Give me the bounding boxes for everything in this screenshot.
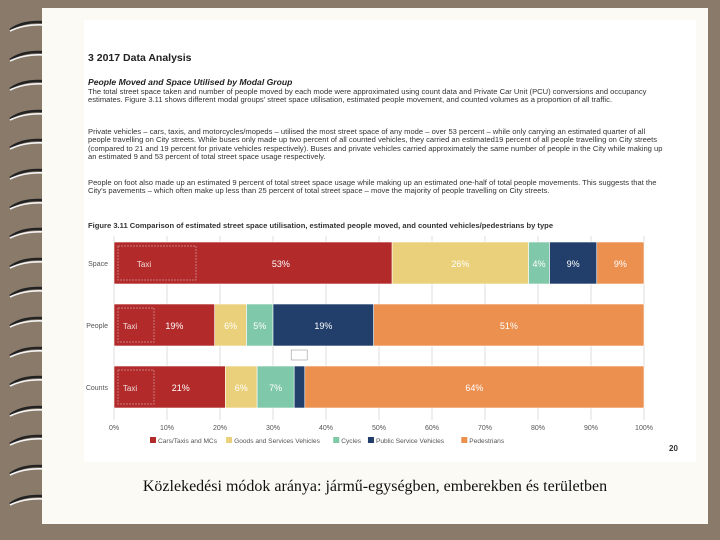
bar-segment [246,303,274,347]
data-label: 5% [253,321,266,331]
page-number: 20 [669,444,678,453]
x-tick-label: 60% [425,425,439,432]
data-label: 19% [165,321,183,331]
x-tick-label: 100% [635,425,653,432]
x-tick-label: 50% [372,425,386,432]
legend-label: Goods and Services Vehicles [234,438,320,445]
x-tick-label: 0% [109,425,119,432]
data-label: 9% [567,259,580,269]
x-tick-label: 10% [160,425,174,432]
data-label: 51% [500,321,518,331]
legend-swatch [150,437,156,443]
taxi-box [117,245,197,281]
subheading: People Moved and Space Utilised by Modal… [88,77,293,87]
slide-caption: Közlekedési módok aránya: jármű-egységbe… [142,478,608,495]
data-label: 26% [451,259,469,269]
bar-segment [549,241,598,285]
bar-segment [225,365,258,409]
legend-label: Pedestrians [469,438,505,445]
paragraph-3: People on foot also made up an estimated… [88,178,657,196]
x-tick-label: 80% [531,425,545,432]
data-label: 2% [295,353,304,359]
stacked-bar-chart: 0% 10% 20% 30% 40% 50% 60% 70% 80% 90% 100% Space 53… [86,236,653,445]
category-label: Space [88,261,108,268]
legend-swatch [333,437,340,443]
x-tick-label: 20% [213,425,227,432]
bar-segment [596,241,645,285]
document-scan: 3 2017 Data Analysis People Moved and Sp… [84,20,696,462]
x-tick-label: 70% [478,425,492,432]
legend-swatch [226,437,233,443]
data-label: 9% [614,259,627,269]
taxi-label: Taxi [123,322,137,331]
legend-label: Cars/Taxis and MCs [158,438,218,445]
section-title: 3 2017 Data Analysis [88,52,192,64]
bar-segment [256,365,295,409]
data-label: 53% [272,259,290,269]
data-label: 6% [224,321,237,331]
taxi-box [117,369,155,405]
taxi-box [117,307,155,343]
x-tick-label: 40% [319,425,333,432]
category-label: People [86,323,108,330]
legend-label: Public Service Vehicles [376,438,445,445]
data-label: 7% [269,383,282,393]
data-label: 64% [465,383,483,393]
paragraph-2: Private vehicles – cars, taxis, and moto… [88,127,663,162]
legend-swatch [461,437,468,443]
bar-segment [373,303,645,347]
taxi-label: Taxi [137,260,151,269]
bar-segment [293,365,306,409]
legend-label: Cycles [341,438,361,445]
paragraph-1: The total street space taken and number … [88,87,647,105]
legend-swatch [367,437,374,443]
bar-segment [113,241,393,285]
category-label: Counts [86,385,109,392]
data-label-box [290,349,308,361]
bar-segment [113,303,215,347]
x-tick-label: 30% [266,425,280,432]
x-tick-label: 90% [584,425,598,432]
taxi-label: Taxi [123,384,137,393]
data-label: 4% [533,259,546,269]
figure-caption: Figure 3.11 Comparison of estimated stre… [88,221,554,230]
bar-segment [391,241,529,285]
data-label: 21% [172,383,190,393]
bar-segment [304,365,645,409]
data-label: 6% [235,383,248,393]
data-label: 19% [314,321,332,331]
bar-segment [214,303,247,347]
